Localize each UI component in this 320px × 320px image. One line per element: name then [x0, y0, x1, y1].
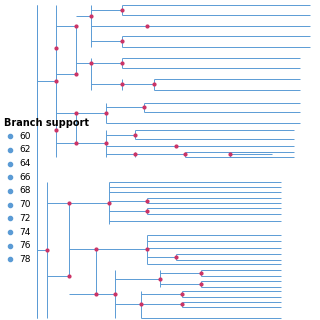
Text: 60: 60: [19, 132, 31, 140]
Text: 72: 72: [19, 214, 30, 223]
Text: Branch support: Branch support: [4, 118, 89, 128]
Text: 66: 66: [19, 173, 31, 182]
Text: 76: 76: [19, 241, 31, 250]
Text: 74: 74: [19, 228, 30, 236]
Text: 68: 68: [19, 187, 31, 196]
Text: 64: 64: [19, 159, 30, 168]
Text: 62: 62: [19, 145, 30, 154]
Text: 78: 78: [19, 255, 31, 264]
Text: 70: 70: [19, 200, 31, 209]
